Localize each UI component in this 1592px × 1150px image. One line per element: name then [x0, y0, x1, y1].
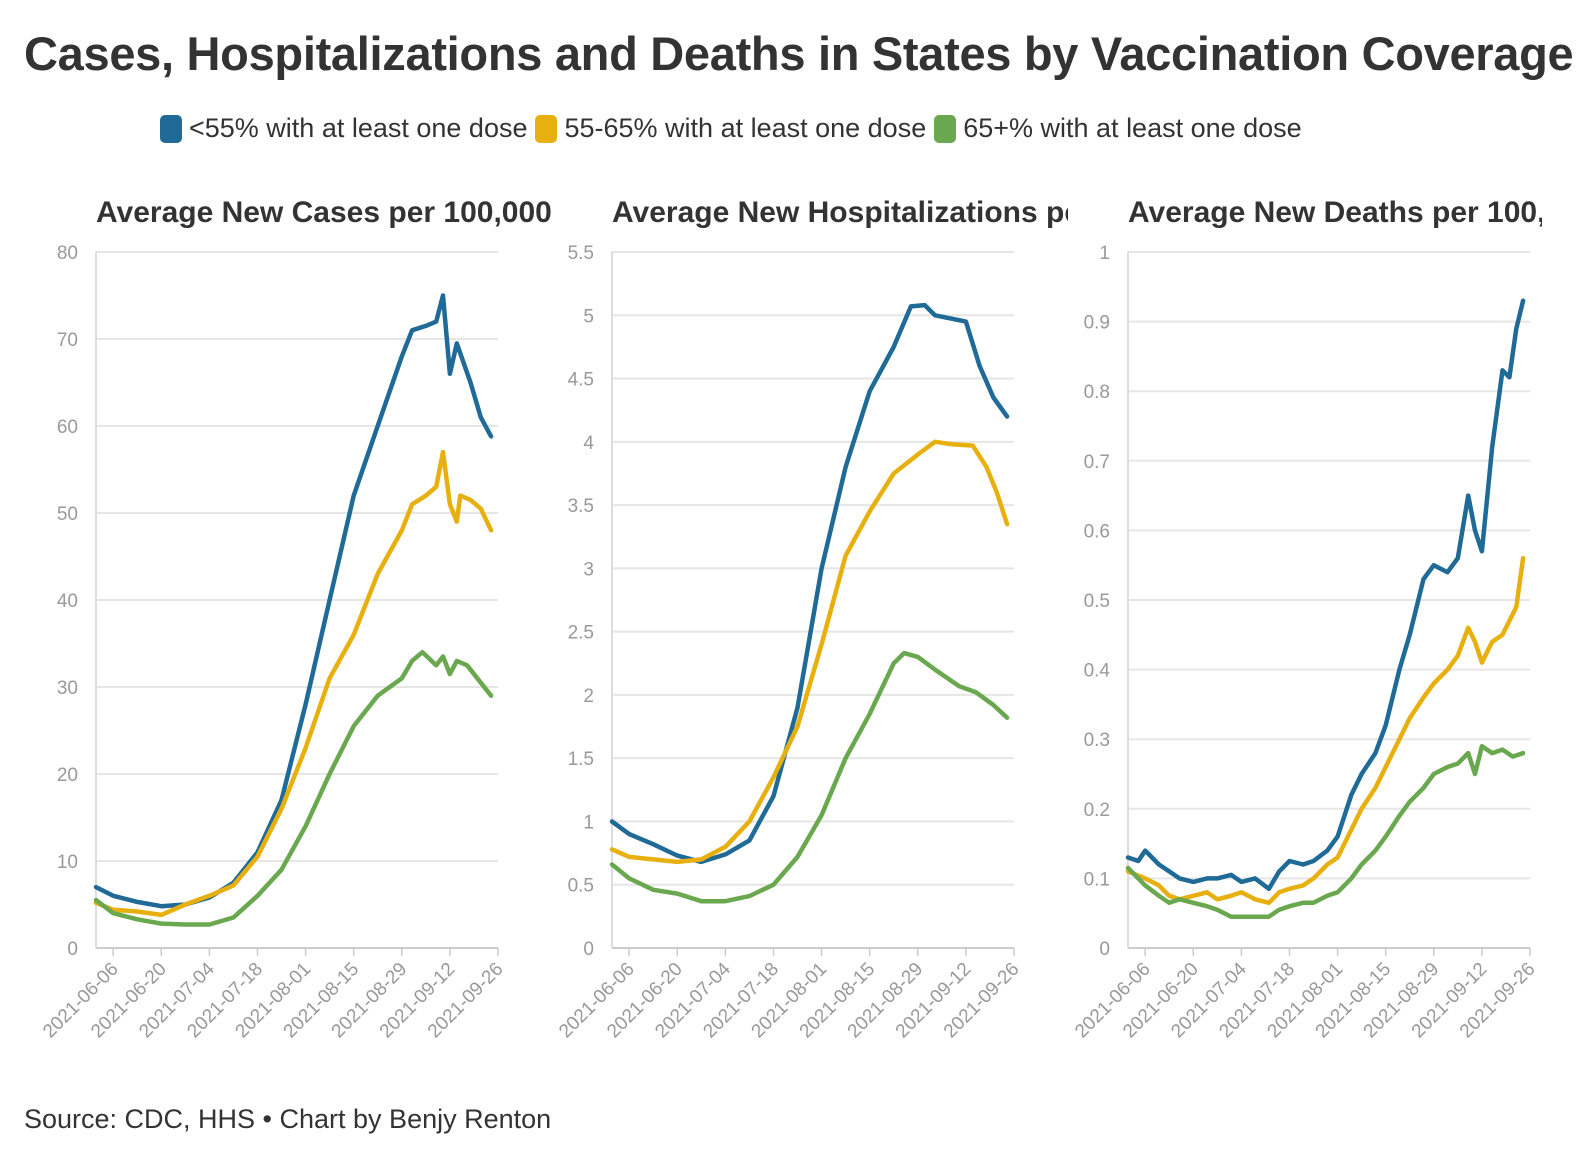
series-line-low[interactable]: [609, 302, 1010, 865]
y-tick-label: 10: [57, 852, 78, 873]
series-line-high[interactable]: [1125, 743, 1526, 919]
y-tick-label: 30: [57, 678, 78, 699]
panel-2: Average New Hospitalizations per 100,000…: [555, 196, 1209, 1042]
y-tick-label: 0.1: [1084, 869, 1110, 890]
y-tick-label: 3.5: [568, 496, 594, 517]
y-tick-label: 60: [57, 417, 78, 438]
y-tick-label: 50: [57, 504, 78, 525]
panel-title: Average New Hospitalizations per 100,000: [612, 196, 1209, 229]
y-tick-label: 1: [583, 812, 594, 833]
y-tick-label: 0.4: [1084, 661, 1111, 682]
series-line-high[interactable]: [609, 650, 1010, 904]
y-tick-label: 5: [583, 306, 594, 327]
y-tick-label: 0.3: [1084, 730, 1110, 751]
series-line-mid[interactable]: [609, 439, 1010, 865]
legend-label-low: <55% with at least one dose: [189, 113, 528, 143]
series-line-low[interactable]: [1125, 298, 1526, 892]
y-tick-label: 0.2: [1084, 800, 1110, 821]
legend-swatch-mid: [535, 114, 558, 143]
y-tick-label: 0.6: [1084, 521, 1110, 542]
y-tick-label: 70: [57, 330, 78, 351]
y-tick-label: 80: [57, 243, 78, 264]
y-tick-label: 4.5: [568, 370, 594, 391]
source-note: Source: CDC, HHS • Chart by Benjy Renton: [24, 1104, 552, 1134]
legend-item-high[interactable]: 65+% with at least one dose: [934, 113, 1302, 144]
y-tick-label: 40: [57, 591, 78, 612]
y-tick-label: 2.5: [568, 623, 594, 644]
y-tick-label: 20: [57, 765, 78, 786]
y-tick-label: 0: [583, 939, 594, 960]
y-tick-label: 4: [583, 433, 594, 454]
legend-label-mid: 55-65% with at least one dose: [564, 113, 927, 143]
legend-swatch-low: [160, 114, 182, 143]
y-tick-label: 2: [583, 686, 594, 707]
series-line-mid[interactable]: [1125, 555, 1526, 906]
y-tick-label: 3: [583, 559, 594, 580]
legend-item-mid[interactable]: 55-65% with at least one dose: [535, 113, 926, 144]
panel-1: Average New Cases per 100,000 0 10 20 30 40 50…: [39, 196, 552, 1042]
panel-title: Average New Deaths per 100,000: [1128, 196, 1592, 229]
y-tick-label: 5.5: [568, 243, 594, 264]
legend: <55% with at least one dose 55-65% with …: [160, 113, 1310, 144]
y-tick-label: 1.5: [568, 749, 594, 770]
series-line-mid[interactable]: [93, 449, 494, 918]
panel-3: Average New Deaths per 100,000 0 0.1 0.2 0.3…: [1071, 196, 1592, 1042]
chart-title: Cases, Hospitalizations and Deaths in St…: [24, 27, 1574, 80]
legend-label-high: 65+% with at least one dose: [963, 113, 1302, 143]
y-tick-label: 1: [1099, 243, 1110, 264]
y-tick-label: 0.9: [1084, 313, 1110, 334]
y-tick-label: 0: [67, 939, 78, 960]
y-tick-label: 0.8: [1084, 382, 1110, 403]
legend-item-low[interactable]: <55% with at least one dose: [160, 113, 527, 144]
y-tick-label: 0.5: [1084, 591, 1110, 612]
legend-swatch-high: [934, 114, 957, 143]
y-tick-label: 0: [1099, 939, 1110, 960]
series-line-low[interactable]: [93, 293, 494, 909]
series-line-high[interactable]: [93, 649, 494, 927]
y-tick-label: 0.7: [1084, 452, 1110, 473]
panel-title: Average New Cases per 100,000: [96, 196, 552, 229]
y-tick-label: 0.5: [568, 876, 594, 897]
